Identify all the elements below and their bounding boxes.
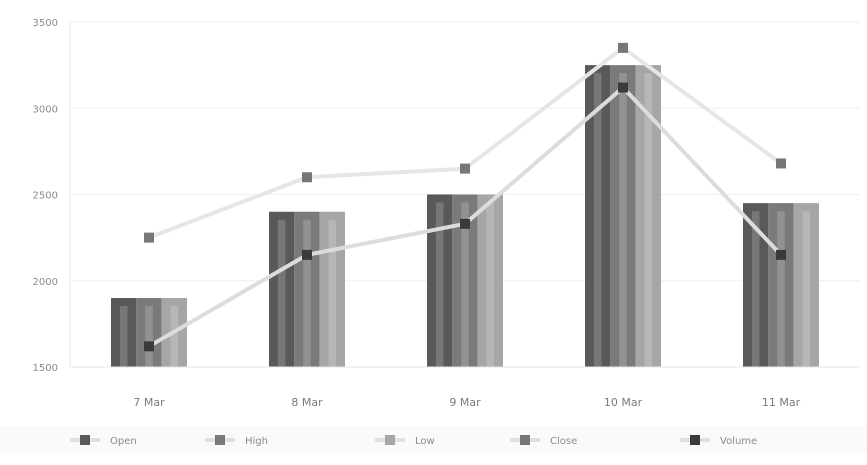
point-close (776, 158, 786, 169)
bar-highlight (486, 202, 495, 367)
bar-highlight (777, 211, 785, 367)
point-close (460, 163, 470, 174)
legend-swatch (385, 435, 395, 445)
bar-highlight (593, 73, 602, 367)
bar-highlight (328, 219, 337, 367)
bar-open (111, 298, 137, 367)
point-volume (302, 249, 312, 260)
legend-label: Open (110, 436, 137, 447)
bar-highlight (802, 211, 811, 367)
x-axis: 7 Mar 8 Mar 9 Mar 10 Mar 11 Mar (70, 366, 860, 409)
bar-high (136, 298, 162, 367)
legend-swatch (690, 435, 700, 445)
bar-highlight (277, 219, 286, 367)
y-tick-label: 2000 (33, 277, 58, 288)
bar-highlight (435, 202, 444, 367)
point-volume (776, 249, 786, 260)
y-tick-label: 2500 (33, 191, 58, 202)
bar-high (768, 203, 794, 367)
legend-label: Volume (720, 436, 757, 447)
legend-swatch (80, 435, 90, 445)
point-close (618, 42, 628, 53)
y-tick-label: 3500 (33, 18, 58, 29)
point-volume (460, 218, 470, 229)
x-tick-label: 10 Mar (604, 396, 643, 409)
y-tick-label: 3000 (33, 104, 58, 115)
bar-highlight (303, 219, 311, 367)
bar-low (319, 211, 345, 367)
bar-highlight (170, 306, 179, 367)
point-close (144, 232, 154, 243)
bar-high (610, 65, 636, 367)
bar-open (427, 194, 453, 367)
x-tick-label: 8 Mar (291, 396, 323, 409)
legend-swatch (215, 435, 225, 445)
x-tick-label: 9 Mar (449, 396, 481, 409)
bar-highlight (751, 211, 760, 367)
y-axis: 1500 2000 2500 3000 3500 (33, 18, 71, 374)
bar-highlight (619, 73, 627, 367)
bar-open (269, 211, 295, 367)
bar-highlight (644, 73, 653, 367)
y-tick-label: 1500 (33, 363, 58, 374)
x-tick-label: 11 Mar (762, 396, 801, 409)
point-close (302, 172, 312, 183)
x-tick-label: 7 Mar (133, 396, 165, 409)
legend-background (0, 426, 867, 452)
bar-low (793, 203, 819, 367)
lines (144, 42, 786, 352)
bar-highlight (461, 202, 469, 367)
legend: Open High Low Close Volume (0, 426, 867, 452)
point-volume (144, 341, 154, 352)
bar-low (477, 194, 503, 367)
bar-highlight (119, 306, 128, 367)
bar-high (294, 211, 320, 367)
legend-label: Close (550, 436, 577, 447)
legend-swatch (520, 435, 530, 445)
point-volume (618, 82, 628, 93)
legend-label: Low (415, 436, 435, 447)
bar-highlight (145, 306, 153, 367)
legend-label: High (245, 436, 268, 447)
